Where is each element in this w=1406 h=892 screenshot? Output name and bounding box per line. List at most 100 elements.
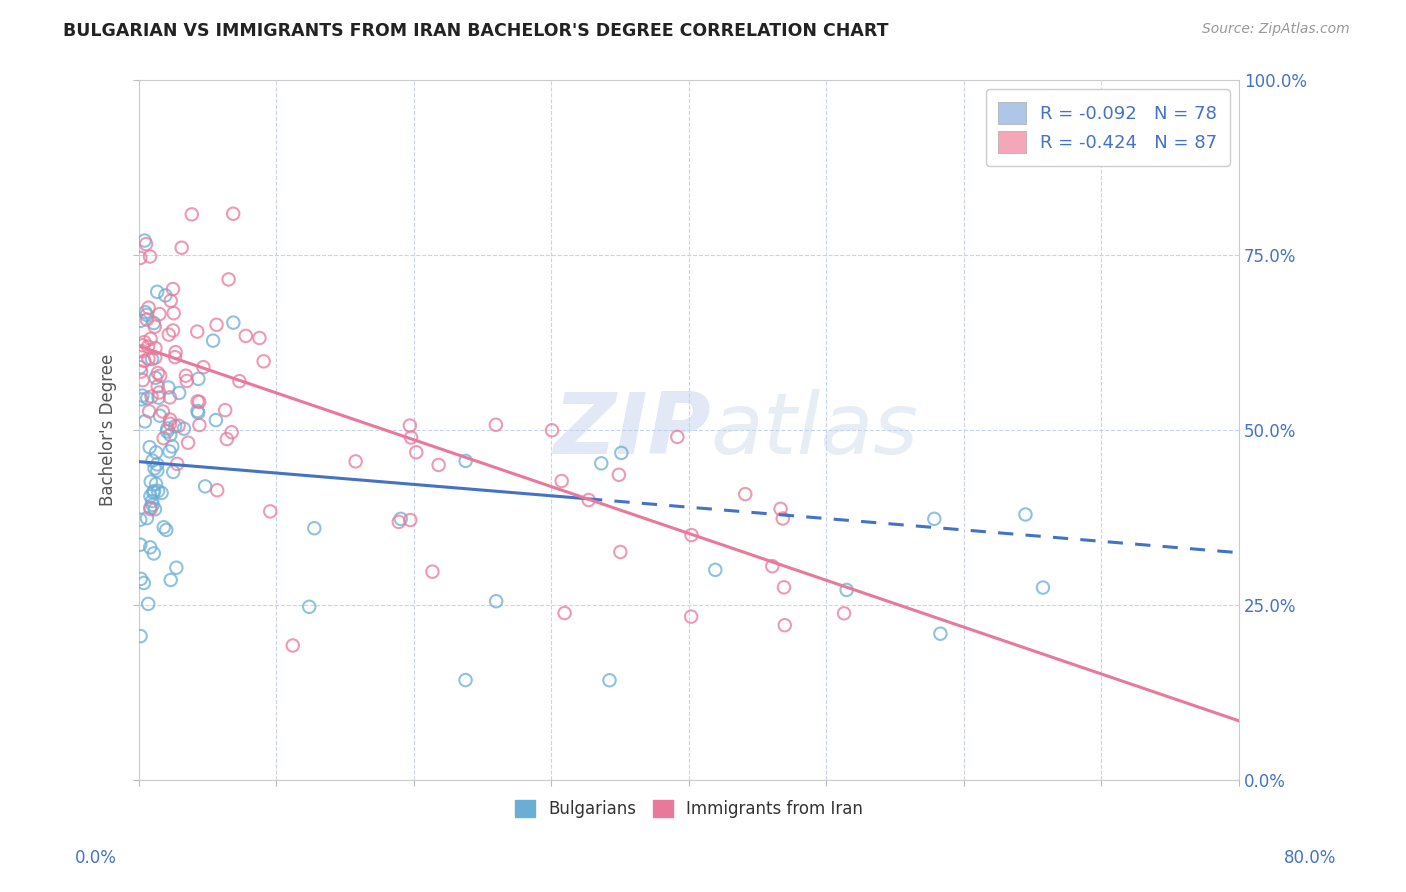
Point — [155, 523, 177, 537]
Point — [138, 351, 160, 366]
Point — [170, 241, 193, 255]
Point — [761, 559, 783, 574]
Point — [149, 368, 172, 383]
Point — [167, 385, 190, 400]
Point — [177, 435, 200, 450]
Point — [145, 371, 167, 385]
Point — [134, 354, 156, 368]
Point — [141, 390, 163, 404]
Point — [143, 461, 166, 475]
Point — [924, 512, 946, 526]
Point — [162, 323, 184, 337]
Point — [162, 282, 184, 296]
Point — [388, 515, 411, 529]
Point — [134, 414, 156, 428]
Point — [1014, 508, 1036, 522]
Point — [298, 599, 321, 614]
Point — [165, 345, 187, 359]
Point — [215, 432, 238, 446]
Point — [681, 609, 703, 624]
Point — [772, 511, 794, 525]
Point — [138, 440, 160, 454]
Point — [485, 594, 508, 608]
Point — [186, 404, 208, 418]
Point — [193, 360, 215, 375]
Point — [205, 413, 228, 427]
Point — [129, 538, 152, 552]
Point — [187, 394, 209, 409]
Point — [167, 418, 190, 433]
Point — [143, 351, 166, 365]
Point — [150, 486, 173, 500]
Point — [159, 573, 181, 587]
Point — [186, 325, 208, 339]
Point — [205, 318, 228, 332]
Legend: Bulgarians, Immigrants from Iran: Bulgarians, Immigrants from Iran — [508, 793, 869, 824]
Point — [146, 464, 169, 478]
Point — [163, 306, 186, 320]
Point — [578, 493, 600, 508]
Point — [142, 498, 165, 512]
Point — [399, 513, 422, 527]
Point — [148, 385, 170, 400]
Point — [188, 418, 211, 433]
Point — [598, 673, 620, 688]
Point — [163, 350, 186, 364]
Point — [152, 520, 174, 534]
Point — [187, 406, 209, 420]
Point — [550, 474, 572, 488]
Point — [235, 329, 257, 343]
Point — [454, 454, 477, 468]
Point — [281, 639, 304, 653]
Point — [228, 374, 250, 388]
Point — [131, 389, 153, 403]
Point — [129, 251, 152, 265]
Point — [143, 484, 166, 499]
Point — [159, 444, 181, 458]
Point — [136, 597, 159, 611]
Point — [138, 301, 160, 315]
Point — [929, 626, 952, 640]
Text: 80.0%: 80.0% — [1284, 849, 1337, 867]
Point — [591, 456, 613, 470]
Point — [389, 512, 412, 526]
Point — [141, 453, 163, 467]
Point — [166, 457, 188, 471]
Point — [214, 403, 236, 417]
Point — [221, 425, 243, 440]
Point — [157, 327, 180, 342]
Point — [131, 338, 153, 352]
Point — [148, 391, 170, 405]
Point — [734, 487, 756, 501]
Point — [607, 467, 630, 482]
Point — [145, 477, 167, 491]
Point — [132, 576, 155, 591]
Point — [666, 430, 689, 444]
Point — [129, 392, 152, 407]
Point — [609, 545, 631, 559]
Point — [769, 501, 792, 516]
Point — [129, 360, 152, 375]
Point — [146, 483, 169, 498]
Point — [145, 341, 167, 355]
Point — [187, 372, 209, 386]
Point — [129, 572, 152, 586]
Point — [146, 379, 169, 393]
Point — [159, 428, 181, 442]
Point — [146, 458, 169, 472]
Point — [146, 285, 169, 299]
Point — [159, 412, 181, 426]
Text: atlas: atlas — [711, 389, 920, 472]
Point — [159, 293, 181, 308]
Point — [155, 288, 177, 302]
Point — [188, 394, 211, 409]
Point — [156, 425, 179, 439]
Point — [139, 250, 162, 264]
Point — [485, 417, 508, 432]
Point — [135, 308, 157, 322]
Point — [135, 237, 157, 252]
Point — [222, 207, 245, 221]
Point — [139, 475, 162, 489]
Point — [143, 319, 166, 334]
Point — [218, 272, 240, 286]
